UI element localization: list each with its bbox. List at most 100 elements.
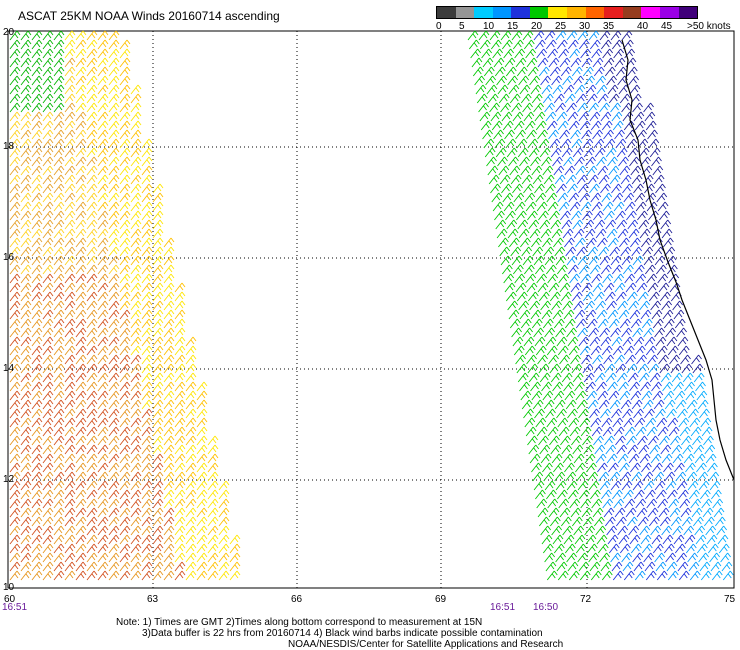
wind-barb	[692, 516, 704, 527]
wind-barb	[196, 399, 208, 410]
wind-barb	[504, 57, 516, 68]
wind-barb	[64, 75, 76, 86]
wind-barb	[613, 498, 625, 509]
wind-barb	[20, 552, 32, 563]
wind-barb	[141, 183, 153, 194]
wind-barb	[64, 30, 76, 41]
wind-barb	[9, 102, 21, 113]
wind-barb	[53, 525, 65, 536]
wind-barb	[174, 525, 186, 536]
wind-barb	[97, 264, 109, 275]
wind-barb	[174, 327, 186, 338]
wind-barb	[130, 129, 142, 140]
wind-barb	[655, 336, 667, 347]
wind-barb	[655, 408, 666, 419]
wind-barb	[53, 462, 65, 473]
wind-barb	[185, 354, 197, 365]
wind-barb	[613, 426, 625, 437]
wind-barb	[523, 336, 535, 347]
wind-barb	[9, 354, 21, 365]
wind-barb	[582, 291, 594, 302]
wind-barb	[560, 363, 572, 374]
wind-barb	[31, 228, 43, 239]
wind-barb	[556, 264, 568, 275]
wind-barb	[547, 498, 559, 509]
wind-barb	[694, 525, 706, 536]
wind-barb	[174, 309, 186, 320]
wind-barb	[630, 165, 642, 176]
wind-barb	[661, 453, 673, 464]
wind-barb	[86, 84, 98, 95]
wind-barb	[630, 462, 641, 473]
wind-barb	[629, 534, 641, 545]
wind-barb	[119, 75, 131, 86]
wind-barb	[597, 318, 609, 329]
wind-barb	[629, 309, 641, 320]
wind-barb	[64, 462, 76, 473]
wind-barb	[528, 372, 540, 383]
wind-barb	[86, 183, 98, 194]
wind-barb	[661, 525, 673, 536]
wind-barb	[53, 156, 65, 167]
wind-barb	[31, 327, 43, 338]
lat-label-12: 12	[3, 474, 15, 485]
wind-barb	[9, 201, 21, 212]
wind-barb	[9, 489, 21, 500]
colorbar-label: 0	[436, 21, 442, 32]
wind-barb	[86, 246, 98, 257]
wind-barb	[42, 309, 54, 320]
wind-barb	[520, 390, 532, 401]
wind-barb	[557, 417, 569, 428]
wind-barb	[75, 336, 87, 347]
wind-barb	[576, 471, 588, 482]
wind-barb	[655, 561, 667, 572]
wind-barb	[119, 219, 131, 230]
wind-barb	[53, 30, 65, 41]
wind-barb	[674, 543, 686, 554]
wind-barb	[31, 372, 43, 383]
wind-barb	[108, 57, 120, 68]
wind-barb	[207, 435, 219, 446]
wind-barb	[518, 228, 530, 239]
wind-barb	[75, 138, 87, 149]
wind-barb	[543, 471, 555, 482]
wind-barb	[86, 363, 98, 374]
wind-barb	[31, 489, 43, 500]
wind-barb	[512, 39, 524, 50]
wind-barb	[119, 147, 131, 158]
wind-barb	[593, 138, 605, 149]
wind-barb	[608, 390, 620, 401]
wind-barb	[699, 561, 711, 572]
wind-barb	[553, 390, 565, 401]
wind-barb	[97, 534, 109, 545]
wind-barb	[718, 543, 730, 554]
wind-barb	[86, 57, 98, 68]
wind-barb	[531, 390, 543, 401]
wind-barb	[174, 471, 186, 482]
wind-barb	[649, 147, 661, 158]
wind-barb	[536, 48, 548, 59]
wind-barb	[229, 552, 241, 563]
wind-barb	[119, 444, 131, 455]
wind-barb	[119, 165, 131, 176]
wind-barb	[75, 300, 87, 311]
wind-barb	[64, 489, 76, 500]
wind-barb	[589, 264, 601, 275]
wind-barb	[119, 228, 131, 239]
wind-barb	[130, 417, 142, 428]
wind-barb	[633, 336, 645, 347]
wind-barb	[474, 75, 485, 86]
wind-barb	[196, 408, 208, 419]
lon-label-60: 60	[4, 594, 16, 605]
wind-barb	[668, 426, 680, 437]
wind-barb	[119, 111, 131, 122]
wind-barb	[599, 255, 611, 266]
wind-barb	[553, 165, 565, 176]
wind-barb	[656, 417, 668, 428]
wind-barb	[700, 417, 712, 428]
wind-barb	[605, 444, 617, 455]
wind-barb	[9, 507, 21, 518]
colorbar-label: 30	[579, 21, 591, 32]
wind-barb	[595, 300, 606, 311]
wind-barb	[482, 57, 494, 68]
